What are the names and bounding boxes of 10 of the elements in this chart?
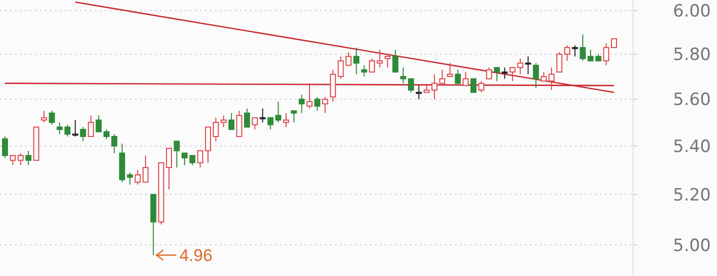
- candlestick: [548, 67, 555, 91]
- y-tick-label: 6.00: [673, 2, 711, 22]
- y-tick-label: 5.20: [673, 185, 711, 206]
- y-tick-label: 5.60: [673, 90, 711, 110]
- candlestick: [353, 47, 360, 75]
- y-tick-label: 5.40: [673, 136, 711, 157]
- annotation: 4.96: [179, 246, 212, 266]
- candlestick: [298, 94, 305, 114]
- y-tick-label: 5.80: [673, 45, 711, 66]
- y-tick-label: 5.00: [673, 236, 711, 256]
